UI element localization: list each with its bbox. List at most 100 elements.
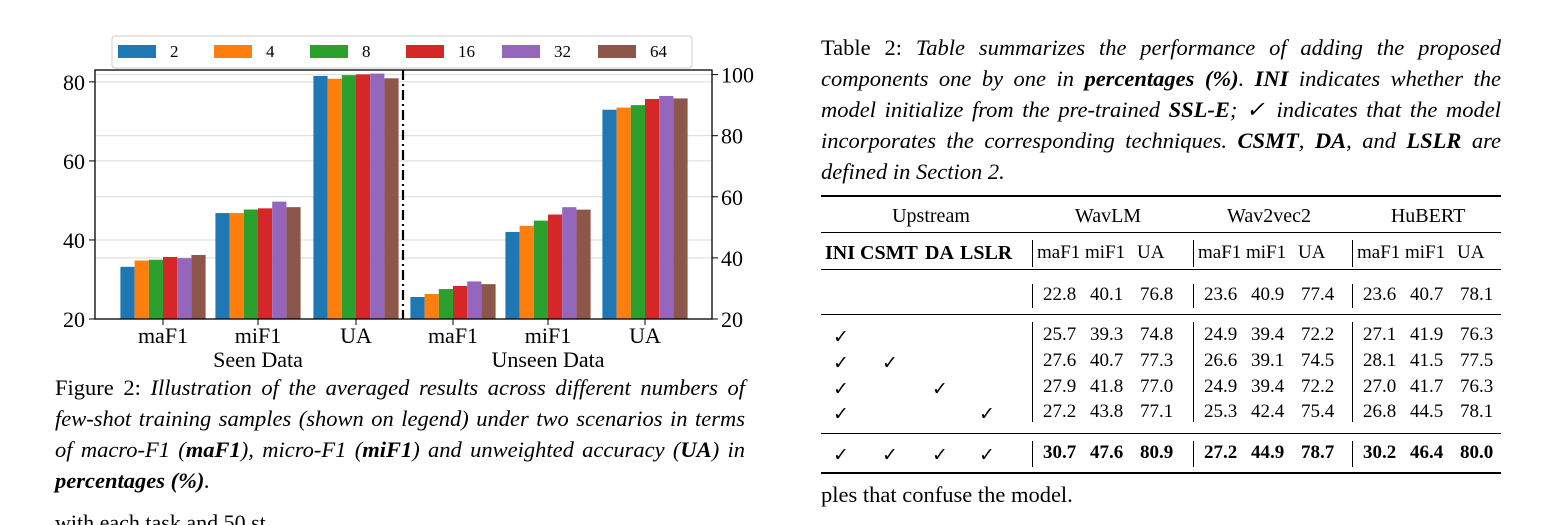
table-cell-row0-wavlm-mif1: 40.1 <box>1090 284 1124 305</box>
caption-run: ; ✓ indicates that the model incorporate… <box>821 97 1501 153</box>
caption-run: ) in <box>711 437 746 462</box>
bar-seen-1-series-8 <box>243 209 258 319</box>
bar-unseen-2-series-4 <box>616 107 631 320</box>
column-separator <box>1193 441 1194 467</box>
bar-unseen-2-series-32 <box>659 95 674 319</box>
table-cell-row5-wavlm-maf1: 30.7 <box>1043 442 1077 463</box>
bar-seen-1-series-16 <box>258 208 273 319</box>
bar-seen-1-series-2 <box>215 213 230 319</box>
bar-unseen-1-series-2 <box>505 231 520 319</box>
table-cell-row2-hubert-ua: 77.5 <box>1460 350 1494 371</box>
caption-emphasis: CSMT <box>1237 128 1299 153</box>
bar-unseen-1-series-16 <box>548 214 563 319</box>
bar-unseen-0-series-4 <box>424 293 439 319</box>
x-tick-label-ua: UA <box>340 323 372 348</box>
table-cell-row3-wavlm-maf1: 27.9 <box>1043 376 1077 397</box>
table-cell-row1-wavlm-mif1: 39.3 <box>1090 324 1124 345</box>
left-tick-label-40: 40 <box>63 228 85 253</box>
right-tick-label-60: 60 <box>721 185 743 210</box>
caption-emphasis: DA <box>1314 128 1347 153</box>
right-tick-label-80: 80 <box>721 124 743 149</box>
table-cell-row0-wav2vec2-ua: 77.4 <box>1301 284 1335 305</box>
upstream-col-csmt: CSMT <box>860 242 918 264</box>
bar-seen-0-series-2 <box>120 266 135 319</box>
legend-label-4: 4 <box>266 42 275 61</box>
table-cell-row4-wav2vec2-mif1: 42.4 <box>1251 401 1285 422</box>
chart-axes: 20 40 60 80 20 40 60 80 100 maF1 miF1 UA maF1 miF1 UA S… <box>63 63 754 372</box>
table-cell-row5-hubert-maf1: 30.2 <box>1363 442 1397 463</box>
column-separator <box>1032 441 1033 467</box>
table-cell-row3-wavlm-mif1: 41.8 <box>1090 376 1124 397</box>
bar-unseen-2-series-2 <box>602 109 617 319</box>
caption-label: Figure 2: <box>55 375 151 400</box>
legend-frame <box>111 35 693 69</box>
bar-seen-2-series-8 <box>341 75 356 319</box>
table-cell-row2-hubert-mif1: 41.5 <box>1410 350 1444 371</box>
group-header-hubert: HuBERT <box>1390 205 1466 227</box>
table-cell-row5-hubert-mif1: 46.4 <box>1410 442 1444 463</box>
table-cell-row1-hubert-ua: 76.3 <box>1460 324 1494 345</box>
column-separator <box>1352 441 1353 467</box>
metric-header-wavlm-ua: UA <box>1137 242 1165 263</box>
table-cell-row1-hubert-maf1: 27.1 <box>1363 324 1397 345</box>
legend-swatch-64 <box>598 45 636 58</box>
table-cell-row1-wavlm-ua: 74.8 <box>1140 324 1174 345</box>
table-cell-row2-wav2vec2-maf1: 26.6 <box>1204 350 1238 371</box>
table-cell-row5-wav2vec2-ua: 78.7 <box>1301 442 1335 463</box>
bar-unseen-1-series-32 <box>562 207 577 319</box>
column-separator <box>1193 240 1194 267</box>
chart-bars <box>120 73 688 320</box>
bar-unseen-0-series-32 <box>467 281 482 319</box>
left-tick-label-60: 60 <box>63 149 85 174</box>
bar-unseen-0-series-16 <box>453 286 468 319</box>
column-separator <box>1352 284 1353 308</box>
table-top-rule <box>821 195 1501 197</box>
bar-seen-1-series-4 <box>229 213 244 319</box>
caption-run: ), micro-F1 ( <box>240 437 363 462</box>
bar-unseen-2-series-64 <box>673 98 688 319</box>
group-header-wavlm: WavLM <box>1074 205 1142 227</box>
check-mark-ini: ✓ <box>833 444 849 466</box>
bar-unseen-1-series-64 <box>576 209 591 319</box>
upstream-col-ini: INI <box>825 242 856 264</box>
column-separator <box>1032 240 1033 267</box>
caption-emphasis: LSLR <box>1406 128 1462 153</box>
metric-header-wav2vec2-ua: UA <box>1298 242 1326 263</box>
metric-header-wav2vec2-maf1: maF1 <box>1198 242 1242 263</box>
table-ablation-rule <box>821 433 1501 434</box>
table-cell-row3-wav2vec2-maf1: 24.9 <box>1204 376 1238 397</box>
table-cell-row5-wavlm-mif1: 47.6 <box>1090 442 1124 463</box>
caption-label: Table 2: <box>821 35 916 60</box>
check-mark-lslr: ✓ <box>979 403 995 425</box>
check-mark-csmt: ✓ <box>882 352 898 374</box>
caption-emphasis: percentages (%) <box>1084 66 1239 91</box>
legend-label-2: 2 <box>170 42 179 61</box>
right-tick-label-100: 100 <box>721 63 754 88</box>
bar-seen-0-series-32 <box>177 258 192 319</box>
check-mark-lslr: ✓ <box>979 444 995 466</box>
bar-unseen-2-series-8 <box>630 105 645 319</box>
metric-header-wav2vec2-mif1: miF1 <box>1246 242 1287 263</box>
bar-unseen-0-series-64 <box>481 284 496 319</box>
check-mark-ini: ✓ <box>833 378 849 400</box>
table-cell-row2-wavlm-maf1: 27.6 <box>1043 350 1077 371</box>
table-cell-row4-hubert-maf1: 26.8 <box>1363 401 1397 422</box>
check-mark-da: ✓ <box>932 378 948 400</box>
partial-text-line: with each task and 50 st <box>55 510 266 525</box>
bar-seen-2-series-2 <box>313 75 328 319</box>
metric-header-hubert-maf1: maF1 <box>1357 242 1401 263</box>
caption-run: . <box>1238 66 1255 91</box>
table-cell-row4-hubert-ua: 78.1 <box>1460 401 1494 422</box>
bar-seen-2-series-4 <box>327 78 342 319</box>
table-cell-row5-hubert-ua: 80.0 <box>1460 442 1494 463</box>
right-tick-label-40: 40 <box>721 246 743 271</box>
table-cell-row3-wav2vec2-ua: 72.2 <box>1301 376 1335 397</box>
bar-seen-2-series-16 <box>356 74 371 319</box>
table-cell-row2-wav2vec2-mif1: 39.1 <box>1251 350 1285 371</box>
caption-run: indicates whether the model initialize f… <box>821 66 1501 122</box>
table-cell-row3-hubert-maf1: 27.0 <box>1363 376 1397 397</box>
caption-run: Illustration of the averaged results acr… <box>55 375 745 462</box>
upstream-col-da: DA <box>925 242 954 264</box>
legend-label-8: 8 <box>362 42 371 61</box>
bar-chart: 2 4 8 16 32 64 20 40 60 80 20 40 60 80 100 maF1 miF1 UA m… <box>63 35 754 372</box>
